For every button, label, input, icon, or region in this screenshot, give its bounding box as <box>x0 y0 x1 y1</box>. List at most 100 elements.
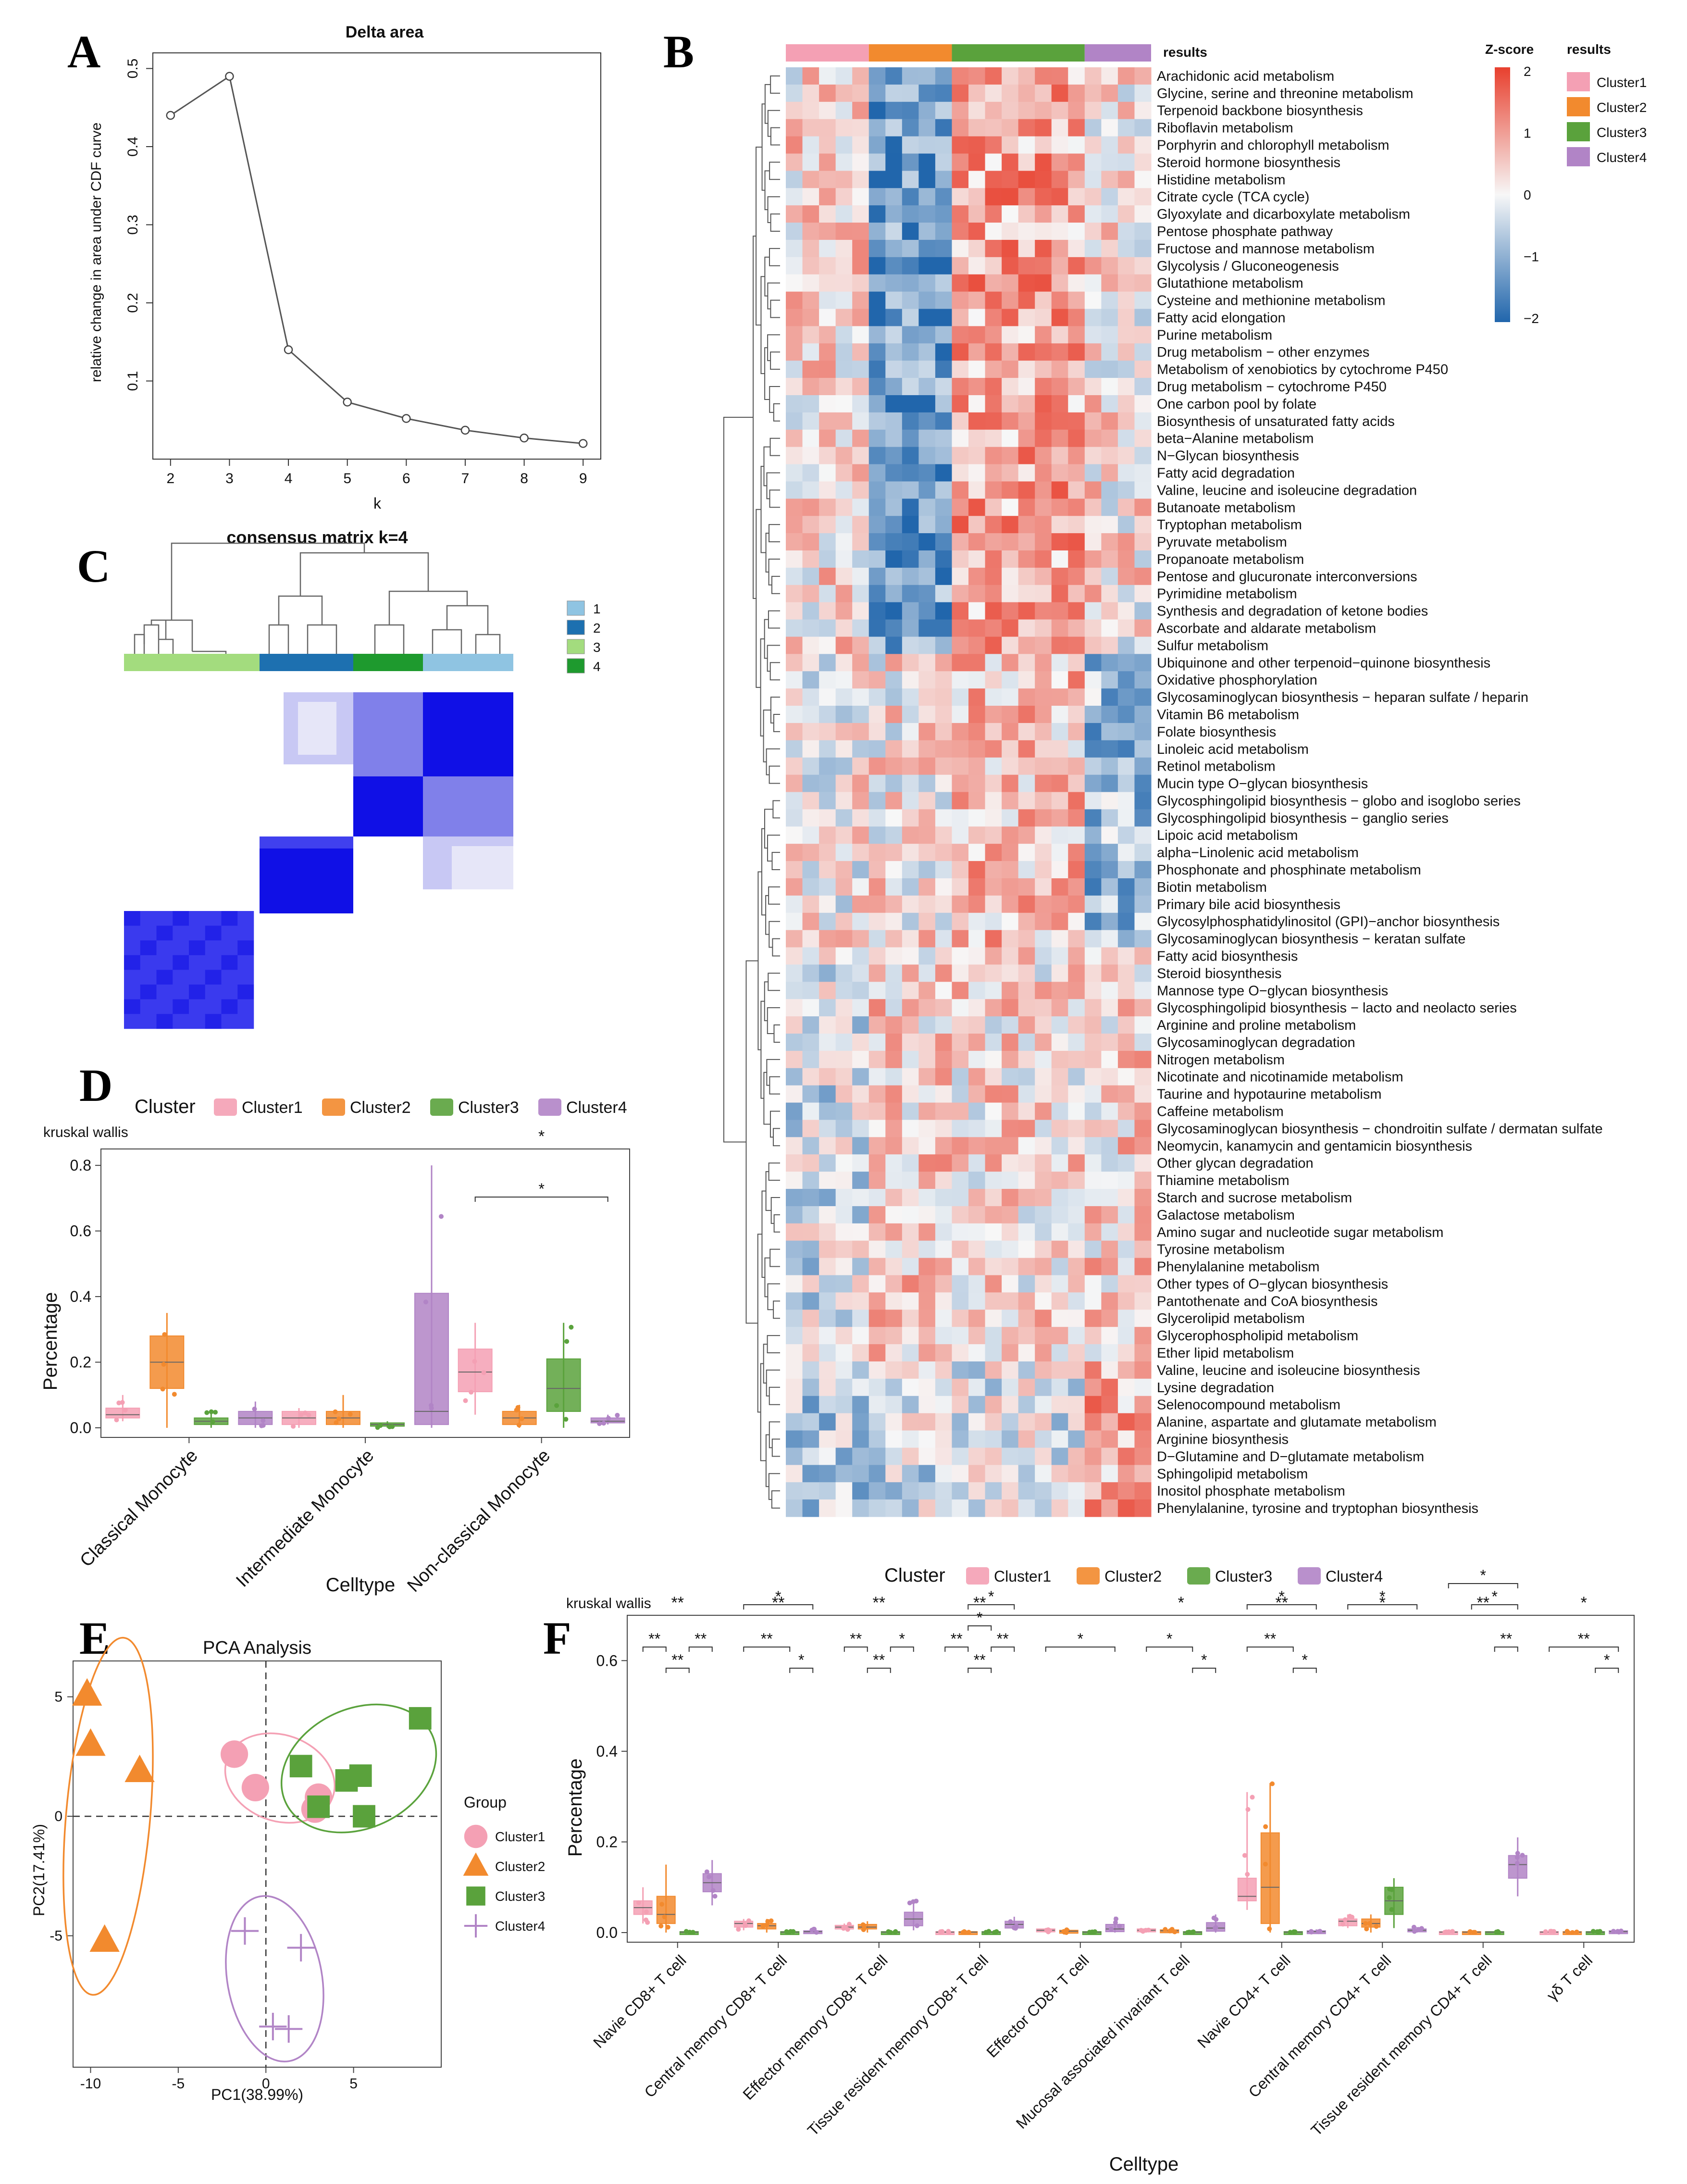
heatmap-row-label: Glycosaminoglycan degradation <box>1157 1035 1355 1050</box>
heatmap-cell <box>786 636 803 654</box>
heatmap-cell <box>968 912 986 931</box>
heatmap-cell <box>1002 257 1019 275</box>
heatmap-cell <box>1002 619 1019 637</box>
heatmap-cell <box>1084 101 1102 120</box>
heatmap-row-label: Purine metabolism <box>1157 327 1272 343</box>
heatmap-cell <box>1018 878 1035 896</box>
heatmap-cell <box>1018 499 1035 516</box>
panel-f-sig-bracket <box>1471 1604 1518 1610</box>
heatmap-cell <box>786 1189 803 1207</box>
heatmap-cell <box>1035 585 1052 603</box>
heatmap-cell <box>1117 343 1135 361</box>
heatmap-cell <box>1084 740 1102 758</box>
heatmap-cell <box>1134 171 1152 188</box>
heatmap-cell <box>1035 309 1052 326</box>
heatmap-cell <box>1117 671 1135 689</box>
heatmap-cell <box>1101 602 1118 620</box>
heatmap-cell <box>1101 844 1118 861</box>
panel-a-ytick-label: 0.4 <box>125 137 141 157</box>
heatmap-cell <box>802 1378 819 1397</box>
heatmap-cell <box>1068 774 1085 792</box>
heatmap-cell <box>852 912 869 931</box>
panel-f-xtick-label: Tissue resident memory CD4+ T cell <box>1307 1951 1495 2139</box>
heatmap-cell <box>935 723 952 741</box>
heatmap-cell <box>935 1465 952 1483</box>
heatmap-cell <box>1051 1034 1068 1051</box>
heatmap-cell <box>852 826 869 844</box>
heatmap-cell <box>935 636 952 654</box>
panel-f-box <box>1260 1832 1280 1924</box>
heatmap-cell <box>1084 257 1102 275</box>
heatmap-cell <box>1134 792 1152 810</box>
heatmap-cell <box>885 1050 903 1069</box>
panel-f-sig-overall: ** <box>1477 1594 1489 1612</box>
heatmap-cell <box>802 757 819 775</box>
heatmap-cell <box>985 792 1002 810</box>
heatmap-row <box>786 257 1152 275</box>
heatmap-cell <box>1134 999 1152 1017</box>
heatmap-cell <box>985 136 1002 154</box>
heatmap-cell <box>852 1102 869 1120</box>
heatmap-cell <box>1134 136 1152 154</box>
heatmap-cell <box>1051 533 1068 551</box>
heatmap-cell <box>802 671 819 689</box>
heatmap-dendrogram-branch <box>769 437 780 456</box>
heatmap-cell <box>1134 895 1152 913</box>
consensus-legend-label: 3 <box>593 640 601 655</box>
heatmap-cell <box>786 757 803 775</box>
heatmap-cell <box>985 1223 1002 1241</box>
heatmap-cell <box>1051 567 1068 586</box>
heatmap-cell <box>1002 481 1019 499</box>
heatmap-cell <box>902 878 919 896</box>
heatmap-cell <box>1018 636 1035 654</box>
panel-e-xtick-label: -5 <box>172 2076 185 2092</box>
heatmap-cell <box>885 688 903 706</box>
heatmap-cell <box>1035 223 1052 240</box>
heatmap-cell <box>885 136 903 154</box>
heatmap-cell <box>1101 101 1118 120</box>
heatmap-cell <box>786 619 803 637</box>
heatmap-cell <box>1084 1344 1102 1362</box>
heatmap-cell <box>1117 119 1135 137</box>
heatmap-cell <box>1084 1154 1102 1172</box>
heatmap-cell <box>802 982 819 999</box>
heatmap-cell <box>885 1344 903 1362</box>
heatmap-row <box>786 1361 1152 1379</box>
heatmap-cell <box>1018 1154 1035 1172</box>
heatmap-cell <box>1084 1016 1102 1034</box>
heatmap-cell <box>1084 223 1102 240</box>
heatmap-cell <box>802 533 819 551</box>
panel-f-sig-label: ** <box>761 1630 773 1647</box>
heatmap-cell <box>835 1016 853 1034</box>
heatmap-cell <box>852 1172 869 1189</box>
heatmap-cell <box>1018 412 1035 430</box>
heatmap-dendrogram-branch <box>769 524 780 543</box>
heatmap-cell <box>802 774 819 792</box>
heatmap-cell <box>1117 309 1135 326</box>
heatmap-cell <box>952 481 969 499</box>
consensus-cell <box>140 925 157 941</box>
heatmap-cell <box>902 602 919 620</box>
heatmap-row-label: Mucin type O−glycan biosynthesis <box>1157 776 1368 792</box>
consensus-cell <box>173 1014 189 1029</box>
heatmap-cell <box>1002 223 1019 240</box>
heatmap-row <box>786 688 1152 706</box>
panel-d-point <box>333 1409 338 1414</box>
heatmap-cell <box>1134 1413 1152 1431</box>
heatmap-cell <box>835 1275 853 1293</box>
heatmap-cell <box>1068 188 1085 206</box>
heatmap-cell <box>885 774 903 792</box>
heatmap-cell <box>1018 343 1035 361</box>
heatmap-dendrogram-branch <box>767 334 780 362</box>
panel-d-ytick-label: 0.4 <box>70 1288 91 1305</box>
heatmap-cell <box>1035 464 1052 482</box>
heatmap-cell <box>1018 119 1035 137</box>
heatmap-cell <box>935 67 952 85</box>
heatmap-cell <box>985 1499 1002 1517</box>
heatmap-cell <box>1134 119 1152 137</box>
heatmap-cell <box>885 1430 903 1448</box>
heatmap-cell <box>1068 930 1085 948</box>
heatmap-cell <box>935 101 952 120</box>
heatmap-cell <box>868 1154 886 1172</box>
